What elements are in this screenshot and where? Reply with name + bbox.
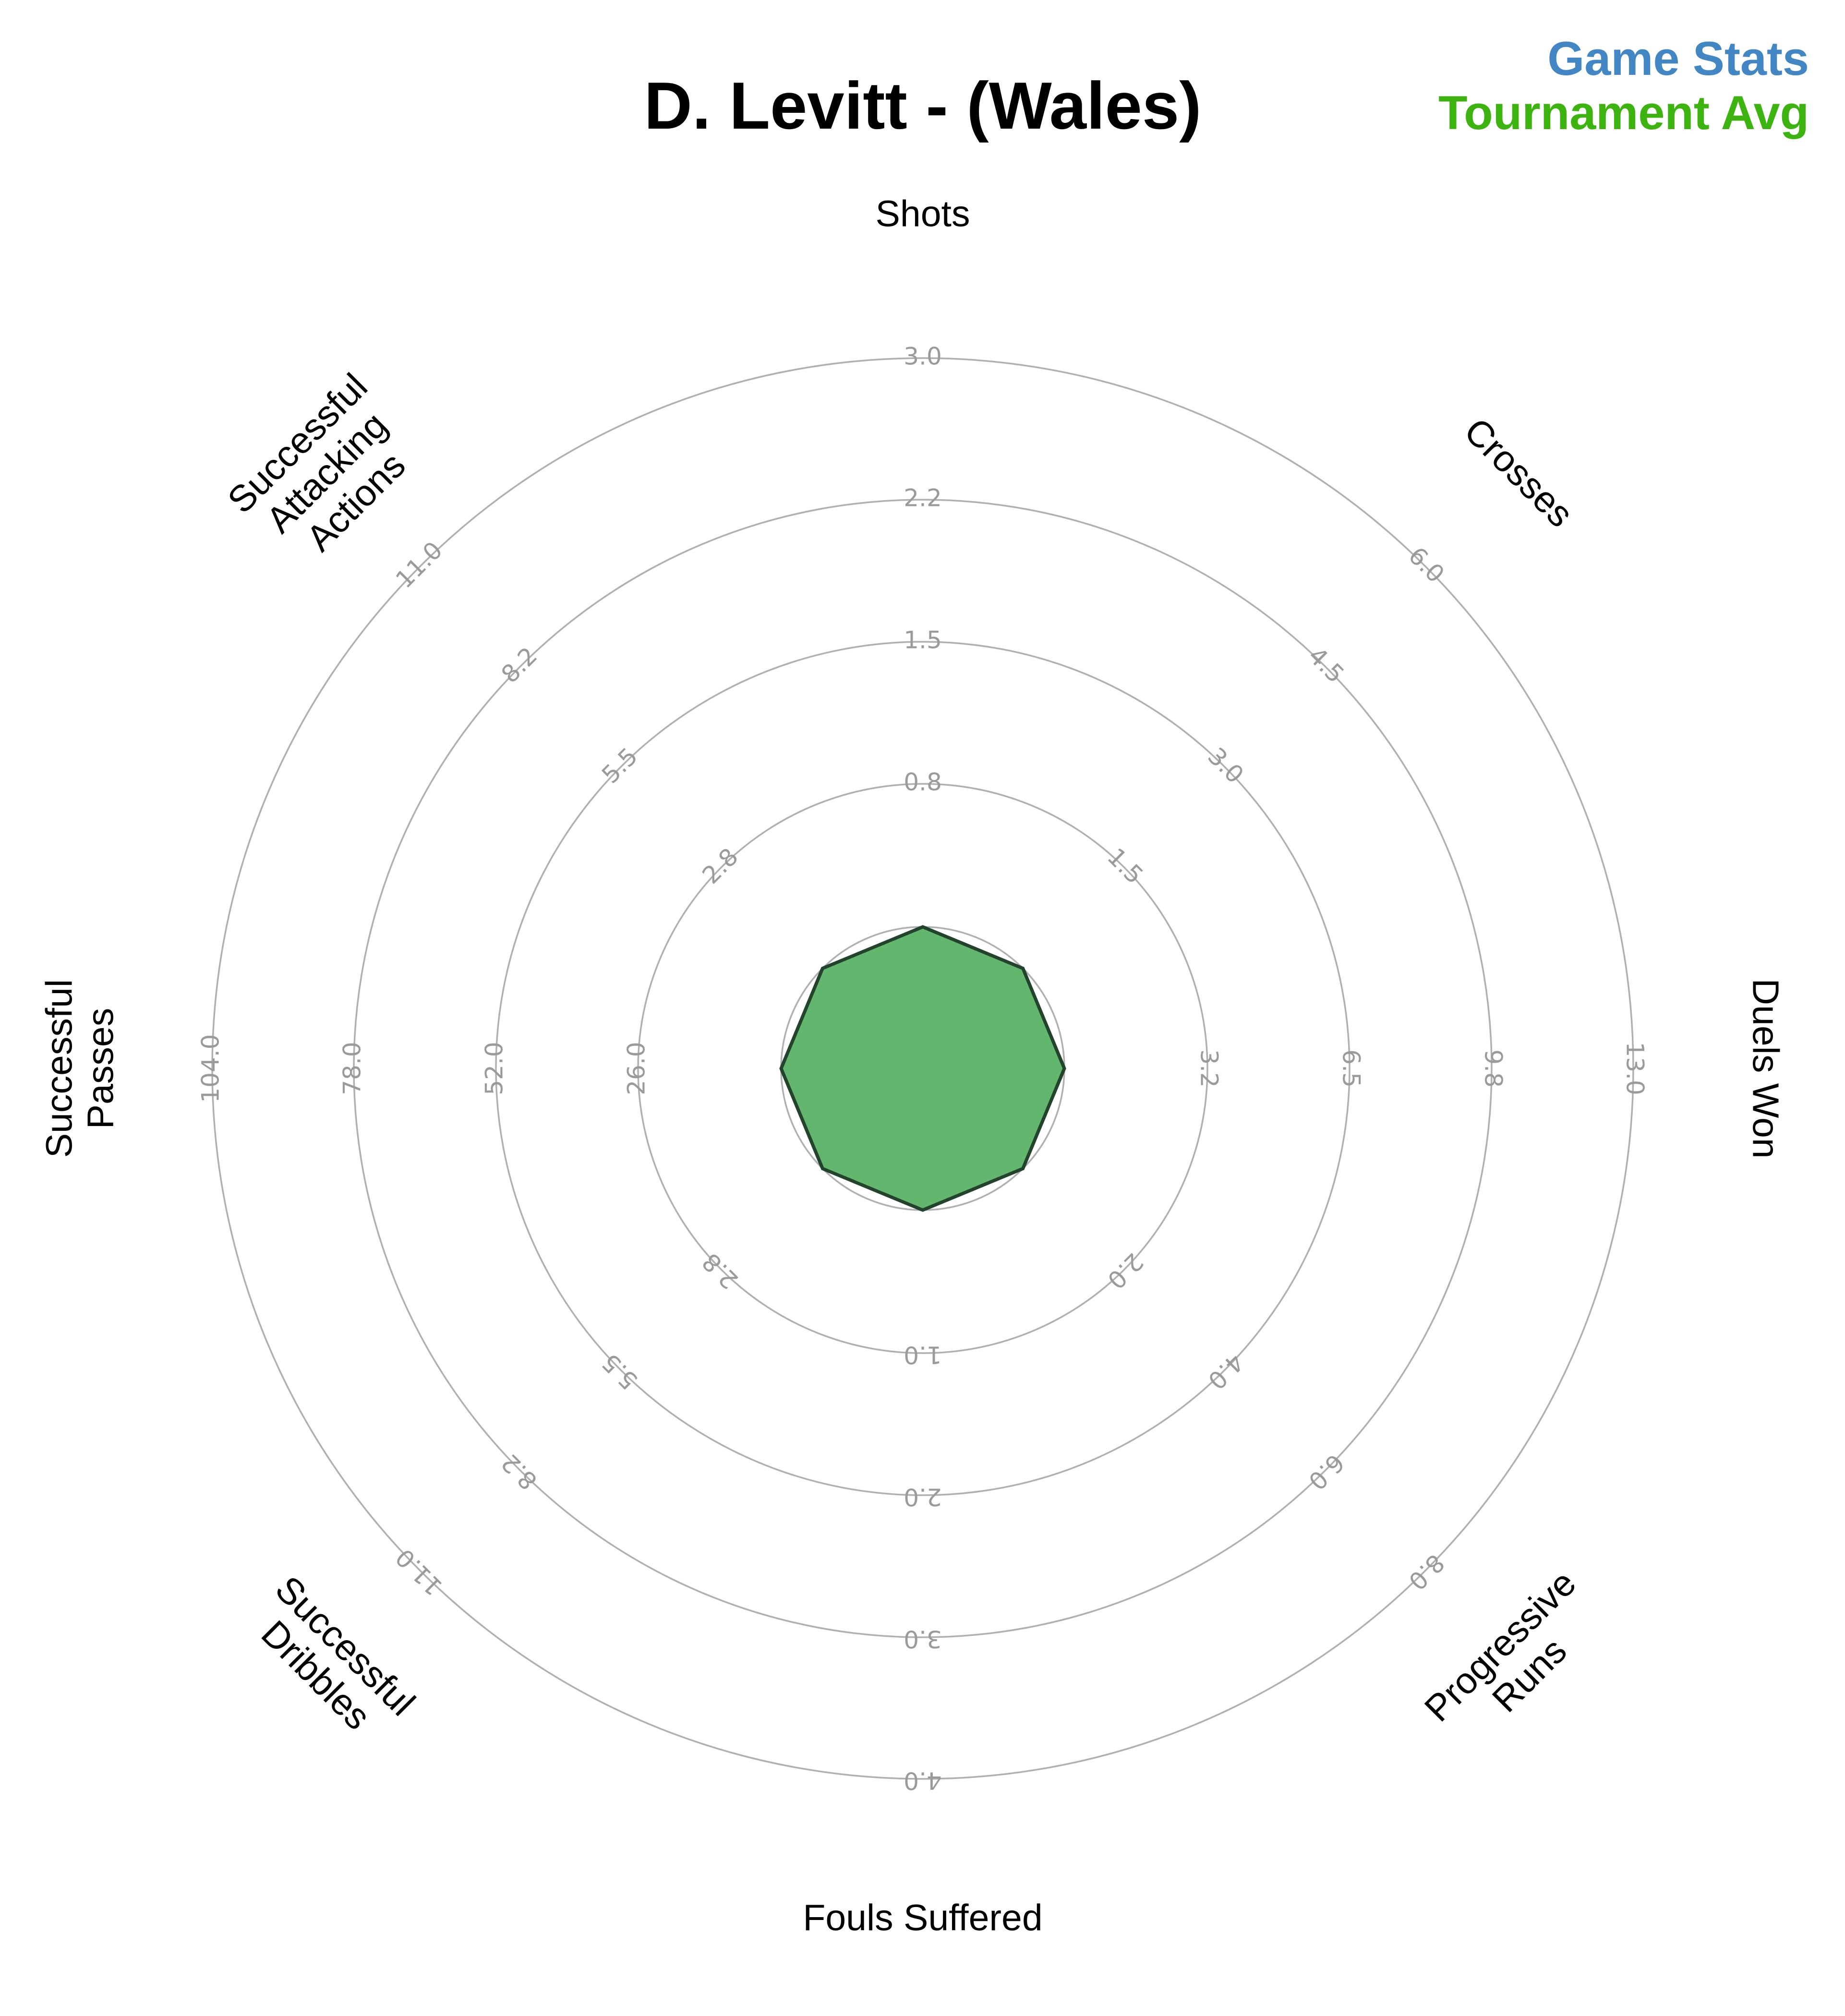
tick-label: 2.0 <box>904 1483 942 1511</box>
tick-label: 6.0 <box>1303 1449 1350 1495</box>
tick-label: 6.5 <box>1338 1049 1365 1088</box>
tick-label: 2.2 <box>904 484 942 512</box>
tick-label: 2.8 <box>697 843 744 889</box>
tick-label: 5.5 <box>596 742 643 789</box>
tick-label: 1.0 <box>904 1341 942 1369</box>
tick-label: 11.0 <box>390 1543 448 1601</box>
tick-label: 4.0 <box>1202 1348 1249 1394</box>
tick-label: 0.8 <box>904 768 942 796</box>
grid-ring <box>211 357 1634 1780</box>
tick-label: 5.5 <box>596 1348 643 1394</box>
tick-label: 78.0 <box>338 1042 366 1095</box>
tick-label: 26.0 <box>623 1042 651 1095</box>
tick-label: 3.0 <box>904 1625 942 1653</box>
axis-label-line: Duels Won <box>1745 978 1786 1158</box>
grid-ring <box>495 641 1351 1496</box>
tick-label: 6.0 <box>1403 541 1449 588</box>
axis-label-line: Passes <box>80 1008 121 1129</box>
axis-label-line: Crosses <box>1456 410 1581 535</box>
tick-label: 8.0 <box>1403 1548 1449 1595</box>
axis-label-shots: Shots <box>876 193 970 234</box>
legend-game-stats: Game Stats <box>1547 32 1809 85</box>
tick-label: 2.0 <box>1102 1248 1148 1294</box>
axis-label-successful-passes: Successful Passes <box>38 979 121 1158</box>
tick-label: 104.0 <box>197 1034 225 1103</box>
tick-label: 1.5 <box>904 626 942 654</box>
tick-label: 11.0 <box>390 536 448 594</box>
grid-rings <box>211 357 1634 1780</box>
grid-ring <box>353 499 1493 1638</box>
tick-label: 13.0 <box>1621 1042 1649 1095</box>
tick-label: 9.8 <box>1480 1049 1507 1088</box>
series-polygon-tournament-avg <box>779 925 1066 1212</box>
tick-label: 2.8 <box>697 1248 744 1294</box>
tick-label: 52.0 <box>481 1042 508 1095</box>
legend-tournament-avg: Tournament Avg <box>1438 86 1809 139</box>
tick-label: 3.0 <box>1202 742 1249 789</box>
axis-label-crosses: Crosses <box>1456 410 1581 535</box>
chart-title: D. Levitt - (Wales) <box>644 69 1201 143</box>
grid-ring <box>637 783 1208 1354</box>
tick-label: 3.0 <box>904 343 942 371</box>
axis-label-line: Fouls Suffered <box>803 1897 1042 1938</box>
axis-label-fouls-suffered: Fouls Suffered <box>803 1897 1042 1938</box>
tick-label: 4.5 <box>1303 642 1350 688</box>
tick-label: 4.0 <box>904 1767 942 1795</box>
axis-label-duels-won: Duels Won <box>1745 978 1786 1158</box>
tick-label: 3.2 <box>1195 1049 1223 1088</box>
axis-label-line: Successful <box>38 979 80 1158</box>
tick-label: 1.5 <box>1102 843 1148 889</box>
axis-label-line: Shots <box>876 193 970 234</box>
tick-label: 8.2 <box>496 642 543 688</box>
data-polygons <box>779 925 1066 1212</box>
tick-label: 8.2 <box>496 1449 543 1495</box>
